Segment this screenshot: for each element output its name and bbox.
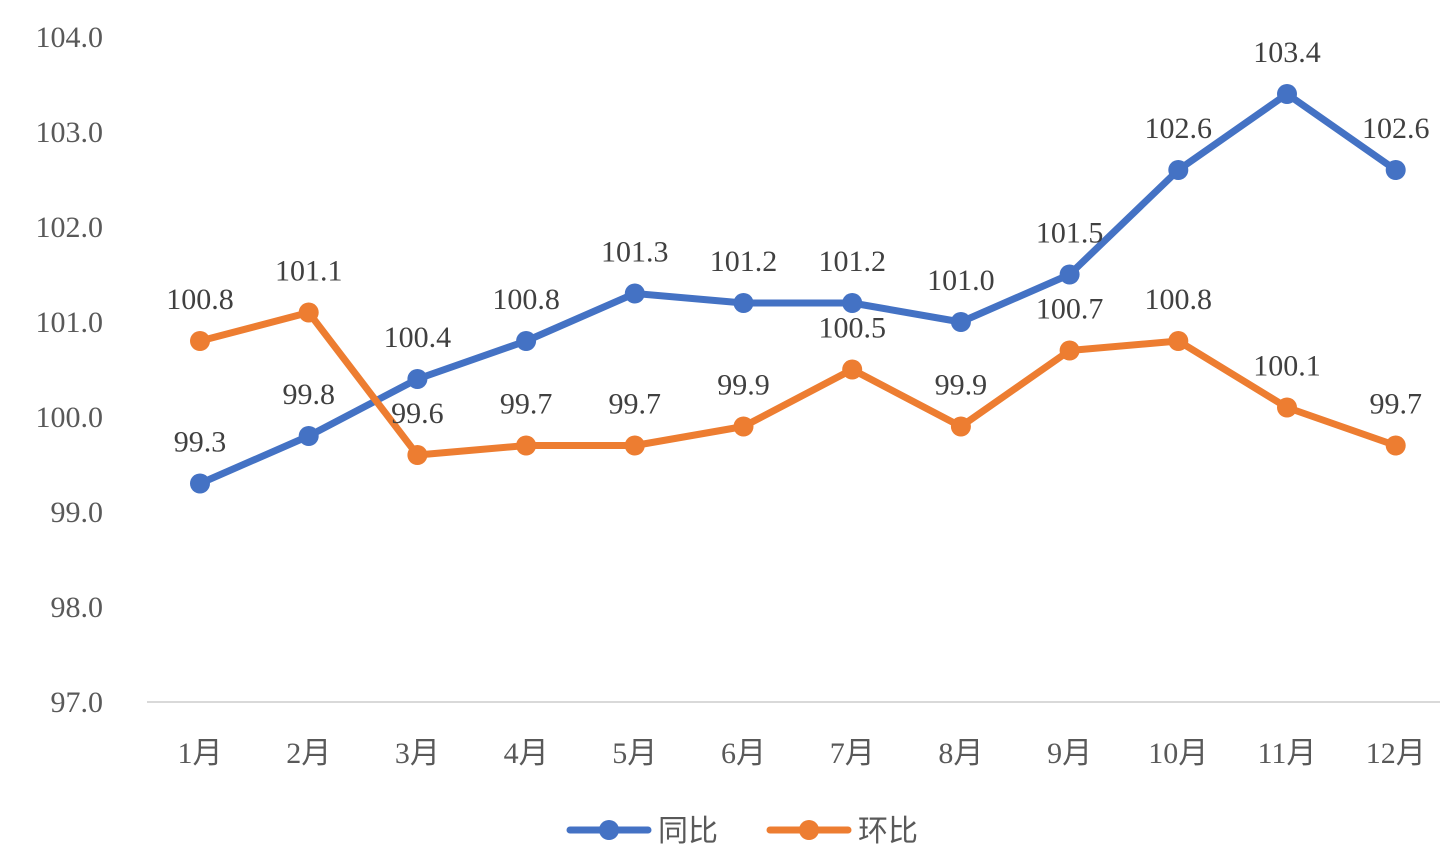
x-axis: 1月 2月 3月 4月 5月 6月 7月 8月 9月 10月 11月 12月	[147, 701, 1440, 770]
data-point	[516, 331, 537, 351]
x-tick-label: 5月	[612, 737, 657, 770]
data-label: 100.5	[818, 312, 886, 345]
data-point	[624, 435, 645, 456]
data-point	[842, 293, 863, 313]
data-point	[950, 416, 971, 437]
data-label: 101.0	[927, 264, 995, 297]
y-axis: 97.0 98.0 99.0 100.0 101.0 102.0 103.0 104.0	[36, 21, 104, 719]
series-line	[196, 309, 1400, 459]
legend-label: 同比	[658, 814, 718, 849]
y-tick-label: 101.0	[36, 306, 104, 339]
x-tick-label: 10月	[1148, 737, 1208, 770]
x-tick-label: 9月	[1047, 737, 1092, 770]
data-label: 102.6	[1145, 112, 1213, 145]
data-label: 101.5	[1036, 217, 1104, 250]
data-label: 99.7	[500, 388, 553, 421]
data-label: 99.7	[609, 388, 662, 421]
data-label: 103.4	[1253, 36, 1321, 69]
y-tick-label: 97.0	[51, 686, 104, 719]
x-tick-label: 7月	[830, 737, 875, 770]
legend-label: 环比	[858, 814, 918, 849]
data-point	[733, 416, 754, 437]
series-layer	[190, 84, 1406, 494]
x-tick-label: 8月	[938, 737, 983, 770]
data-label: 100.8	[1145, 283, 1213, 316]
data-point	[407, 369, 428, 389]
series-line	[196, 90, 1400, 487]
data-point	[516, 435, 537, 456]
data-point	[1385, 160, 1406, 180]
y-tick-label: 99.0	[51, 496, 104, 529]
data-point	[1059, 264, 1080, 285]
x-tick-label: 1月	[178, 737, 223, 770]
data-point	[624, 283, 645, 304]
x-tick-label: 3月	[395, 737, 440, 770]
data-point	[842, 359, 863, 380]
data-point	[1059, 340, 1080, 361]
data-point	[1277, 397, 1297, 418]
data-label: 100.1	[1253, 350, 1321, 383]
data-point	[407, 445, 428, 465]
data-label: 99.6	[391, 397, 444, 430]
series-1	[190, 84, 1406, 494]
legend: 同比 环比	[566, 814, 918, 849]
data-label-layer: 99.3 99.8 100.4 100.8 101.3 101.2 101.2 101.0 10…	[166, 36, 1429, 459]
data-point	[298, 302, 319, 323]
data-label: 99.3	[174, 426, 227, 459]
data-label: 101.1	[275, 255, 343, 288]
data-point	[190, 331, 210, 351]
data-point	[733, 293, 754, 313]
data-label: 101.2	[710, 245, 778, 278]
data-point	[1385, 435, 1406, 456]
x-tick-label: 4月	[504, 737, 549, 770]
y-tick-label: 98.0	[51, 591, 104, 624]
data-point	[298, 426, 319, 446]
legend-item-2: 环比	[766, 814, 918, 849]
y-tick-label: 102.0	[36, 211, 104, 244]
data-label: 99.7	[1369, 388, 1422, 421]
data-label: 100.7	[1036, 293, 1104, 326]
x-tick-label: 11月	[1258, 737, 1317, 770]
y-tick-label: 100.0	[36, 401, 104, 434]
data-label: 100.8	[166, 283, 234, 316]
series-2	[190, 302, 1406, 465]
data-point	[1168, 160, 1189, 180]
data-label: 101.3	[601, 236, 669, 269]
data-label: 100.4	[384, 321, 452, 354]
x-tick-label: 6月	[721, 737, 766, 770]
x-tick-label: 2月	[286, 737, 331, 770]
data-label: 99.9	[935, 369, 988, 402]
y-tick-label: 104.0	[36, 21, 104, 54]
data-point	[1168, 331, 1189, 351]
data-label: 99.9	[717, 369, 770, 402]
legend-swatch-marker	[599, 820, 619, 840]
legend-item-1: 同比	[566, 814, 718, 849]
data-label: 101.2	[818, 245, 886, 278]
legend-swatch-marker	[799, 820, 819, 840]
data-point	[1277, 84, 1297, 104]
data-point	[190, 473, 210, 494]
data-label: 100.8	[492, 283, 560, 316]
x-tick-label: 12月	[1366, 737, 1426, 770]
data-label: 102.6	[1362, 112, 1430, 145]
y-tick-label: 103.0	[36, 116, 104, 149]
data-point	[950, 312, 971, 332]
data-label: 99.8	[282, 378, 335, 411]
